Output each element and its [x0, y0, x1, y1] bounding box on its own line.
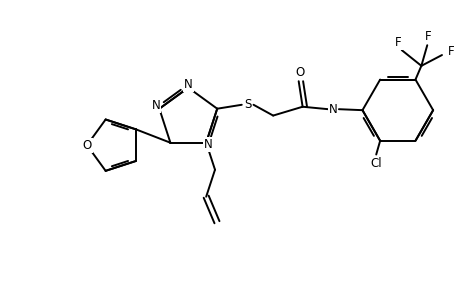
Text: F: F	[424, 30, 431, 44]
Text: N: N	[204, 138, 213, 151]
Text: S: S	[243, 98, 251, 111]
Text: Cl: Cl	[369, 157, 381, 170]
Text: N: N	[151, 99, 160, 112]
Text: N: N	[184, 78, 192, 91]
Text: F: F	[447, 45, 453, 58]
Text: N: N	[328, 103, 337, 116]
Text: O: O	[82, 139, 91, 152]
Text: F: F	[394, 36, 401, 49]
Text: O: O	[294, 66, 304, 79]
